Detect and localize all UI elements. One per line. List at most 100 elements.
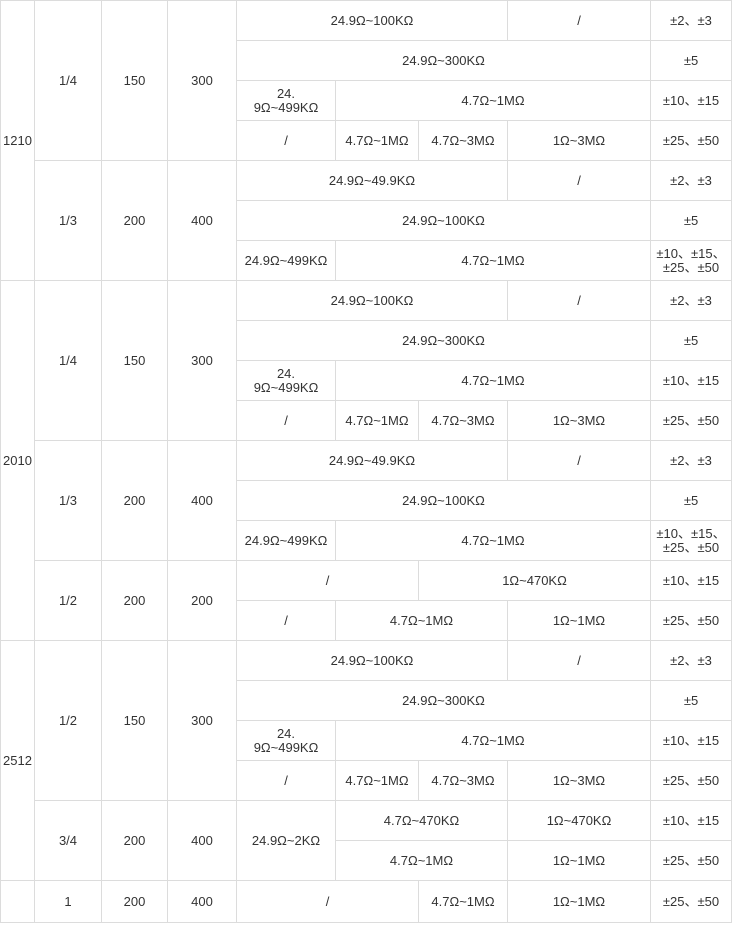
tolerance-cell: ±5 (650, 40, 732, 81)
resistance-cell: 4.7Ω~3MΩ (418, 400, 508, 441)
voltage-cell: 200 (101, 160, 168, 281)
resistance-cell: 4.7Ω~3MΩ (418, 120, 508, 161)
resistance-cell: 1Ω~1MΩ (507, 600, 651, 641)
resistance-cell: 24. 9Ω~499KΩ (236, 360, 336, 401)
voltage-cell: 150 (101, 280, 168, 441)
resistance-cell: 4.7Ω~1MΩ (335, 240, 651, 281)
overload-cell: 400 (167, 160, 237, 281)
resistance-cell: / (236, 400, 336, 441)
tolerance-cell: ±25、±50 (650, 880, 732, 923)
tolerance-cell: ±25、±50 (650, 120, 732, 161)
size-cell: 2512 (0, 640, 35, 881)
resistance-cell: 24.9Ω~100KΩ (236, 640, 508, 681)
voltage-cell: 200 (101, 440, 168, 561)
voltage-cell: 200 (101, 560, 168, 641)
tolerance-cell: ±10、±15 (650, 800, 732, 841)
overload-cell: 300 (167, 280, 237, 441)
tolerance-cell: ±5 (650, 200, 732, 241)
overload-cell: 300 (167, 0, 237, 161)
table-row: 24.9Ω~300KΩ ±5 (1, 40, 732, 81)
table-row: 24. 9Ω~499KΩ 4.7Ω~1MΩ ±10、±15 (1, 360, 732, 401)
resistance-cell: 4.7Ω~1MΩ (335, 360, 651, 401)
resistance-cell: / (236, 760, 336, 801)
resistance-cell: / (236, 880, 419, 923)
resistance-cell: 1Ω~470KΩ (418, 560, 651, 601)
resistance-cell: 24.9Ω~300KΩ (236, 40, 651, 81)
resistance-cell: 24.9Ω~300KΩ (236, 320, 651, 361)
size-cell: 1210 (0, 0, 35, 281)
tolerance-cell: ±10、±15 (650, 360, 732, 401)
table-row: 1/3 200 400 24.9Ω~49.9KΩ / ±2、±3 (1, 160, 732, 281)
resistance-cell: 24.9Ω~100KΩ (236, 280, 508, 321)
table-row: 24. 9Ω~499KΩ 4.7Ω~1MΩ ±10、±15 (1, 80, 732, 121)
tolerance-cell: ±2、±3 (650, 160, 732, 201)
table-row: 1/2 200 200 / 1Ω~470KΩ ±10、±15 (1, 560, 732, 641)
tolerance-cell: ±10、±15、 ±25、±50 (650, 520, 732, 561)
resistance-cell: / (236, 120, 336, 161)
resistance-cell: 4.7Ω~1MΩ (335, 760, 419, 801)
resistance-cell: 1Ω~3MΩ (507, 760, 651, 801)
voltage-cell: 200 (101, 800, 168, 881)
resistance-cell: 4.7Ω~470KΩ (335, 800, 508, 841)
tolerance-cell: ±10、±15 (650, 560, 732, 601)
tolerance-cell: ±25、±50 (650, 600, 732, 641)
resistance-cell: 4.7Ω~1MΩ (335, 720, 651, 761)
resistance-cell: 1Ω~3MΩ (507, 400, 651, 441)
table-row: 24.9Ω~499KΩ 4.7Ω~1MΩ ±10、±15、 ±25、±50 (1, 520, 732, 561)
resistance-cell: 24.9Ω~300KΩ (236, 680, 651, 721)
power-cell: 1/4 (34, 0, 102, 161)
resistance-cell: 24.9Ω~100KΩ (236, 200, 651, 241)
overload-cell: 400 (167, 440, 237, 561)
size-cell: 2010 (0, 280, 35, 641)
resistance-cell: 24.9Ω~499KΩ (236, 240, 336, 281)
power-cell: 3/4 (34, 800, 102, 881)
resistance-cell: / (507, 0, 651, 41)
resistance-cell: / (236, 600, 336, 641)
table-row: 24.9Ω~499KΩ 4.7Ω~1MΩ ±10、±15、 ±25、±50 (1, 240, 732, 281)
resistance-cell: / (236, 560, 419, 601)
power-cell: 1/2 (34, 640, 102, 801)
power-cell: 1/3 (34, 160, 102, 281)
table-row: 24. 9Ω~499KΩ 4.7Ω~1MΩ ±10、±15 (1, 720, 732, 761)
resistance-cell: 4.7Ω~1MΩ (335, 120, 419, 161)
tolerance-cell: ±2、±3 (650, 280, 732, 321)
table-row: 2010 1/4 150 300 24.9Ω~100KΩ / ±2、±3 (0, 280, 732, 641)
resistance-cell: 24.9Ω~49.9KΩ (236, 440, 508, 481)
resistance-cell: 24.9Ω~100KΩ (236, 480, 651, 521)
resistance-cell: 4.7Ω~1MΩ (335, 80, 651, 121)
resistance-cell: / (507, 440, 651, 481)
tolerance-cell: ±25、±50 (650, 400, 732, 441)
tolerance-cell: ±25、±50 (650, 840, 732, 881)
resistance-cell: 24. 9Ω~499KΩ (236, 720, 336, 761)
power-cell: 1 (34, 880, 102, 923)
overload-cell: 400 (167, 800, 237, 881)
resistance-cell: / (507, 280, 651, 321)
tolerance-cell: ±2、±3 (650, 0, 732, 41)
resistance-cell: 1Ω~3MΩ (507, 120, 651, 161)
table-row: 1/3 200 400 24.9Ω~49.9KΩ / ±2、±3 (1, 440, 732, 561)
table-row: 3/4 200 400 24.9Ω~2KΩ 4.7Ω~470KΩ 1Ω~470K… (1, 800, 732, 881)
voltage-cell: 150 (101, 640, 168, 801)
resistance-cell: 4.7Ω~1MΩ (335, 600, 508, 641)
tolerance-cell: ±25、±50 (650, 760, 732, 801)
resistance-cell: 24. 9Ω~499KΩ (236, 80, 336, 121)
size-cell (0, 880, 35, 923)
resistance-cell: 1Ω~1MΩ (507, 880, 651, 923)
resistance-cell: 4.7Ω~1MΩ (335, 400, 419, 441)
tolerance-cell: ±5 (650, 480, 732, 521)
power-cell: 1/4 (34, 280, 102, 441)
resistance-cell: 24.9Ω~100KΩ (236, 0, 508, 41)
power-cell: 1/2 (34, 560, 102, 641)
tolerance-cell: ±10、±15 (650, 720, 732, 761)
table-row: / 4.7Ω~1MΩ 1Ω~1MΩ ±25、±50 (1, 600, 732, 641)
table-row: / 4.7Ω~1MΩ 4.7Ω~3MΩ 1Ω~3MΩ ±25、±50 (1, 120, 732, 161)
table-row: / 4.7Ω~1MΩ 4.7Ω~3MΩ 1Ω~3MΩ ±25、±50 (1, 400, 732, 441)
tolerance-cell: ±5 (650, 320, 732, 361)
table-row: 1 200 400 / 4.7Ω~1MΩ 1Ω~1MΩ ±25、±50 (0, 880, 732, 923)
resistance-cell: / (507, 640, 651, 681)
power-cell: 1/3 (34, 440, 102, 561)
tolerance-cell: ±10、±15 (650, 80, 732, 121)
table-row: 24.9Ω~300KΩ ±5 (1, 320, 732, 361)
tolerance-cell: ±2、±3 (650, 640, 732, 681)
table-row: / 4.7Ω~1MΩ 4.7Ω~3MΩ 1Ω~3MΩ ±25、±50 (1, 760, 732, 801)
